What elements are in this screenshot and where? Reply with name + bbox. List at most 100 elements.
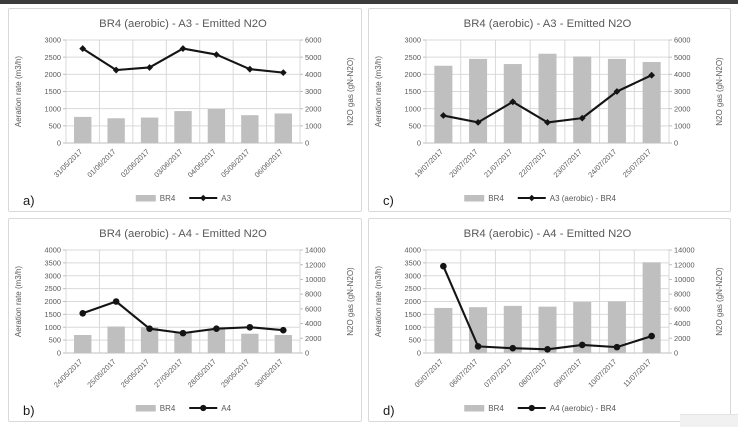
left-axis-tick-label: 2000 (405, 70, 421, 79)
data-point-marker (509, 344, 517, 352)
x-axis-date-label: 31/05/2017 (52, 147, 84, 179)
chart-panel-c: BR4 (aerobic) - A3 - Emitted N2O 0 500 1000… (368, 8, 731, 212)
right-axis-tick-label: 1000 (305, 121, 321, 130)
left-axis-tick-label: 1500 (405, 310, 421, 319)
right-axis-tick-label: 2000 (305, 104, 321, 113)
bar (538, 306, 557, 353)
data-point-marker (474, 119, 482, 126)
bar (469, 58, 488, 144)
bar (434, 307, 453, 353)
right-axis-tick-label: 10000 (305, 275, 326, 284)
bar (642, 262, 661, 353)
legend-marker-icon (528, 194, 535, 202)
left-axis-tick-label: 2500 (405, 284, 421, 293)
left-axis-tick-label: 0 (57, 139, 61, 148)
data-point-marker (279, 69, 287, 77)
legend-bar-swatch (464, 195, 485, 202)
legend-bar-label: BR4 (160, 194, 176, 203)
left-axis-tick-label: 4000 (405, 246, 421, 255)
chart-title: BR4 (aerobic) - A3 - Emitted N2O (99, 18, 267, 30)
data-point-marker (146, 325, 153, 333)
right-axis-tick-label: 6000 (305, 304, 321, 313)
right-axis-tick-label: 4000 (305, 319, 321, 328)
right-axis-tick-label: 8000 (674, 290, 690, 299)
chart-panel-a: BR4 (aerobic) - A3 - Emitted N2O 0 500 1000… (8, 8, 362, 212)
data-point-marker (578, 114, 586, 122)
left-axis-tick-label: 2500 (45, 53, 61, 62)
data-point-marker (613, 88, 621, 95)
right-axis-tick-label: 0 (305, 349, 309, 358)
data-point-marker (439, 112, 447, 119)
charts-grid: BR4 (aerobic) - A3 - Emitted N2O 0 500 1000… (8, 8, 731, 422)
left-axis-tick-label: 1000 (405, 323, 421, 332)
chart-panel-b: BR4 (aerobic) - A4 - Emitted N2O 0 500 1000… (8, 218, 362, 422)
left-axis-tick-label: 1000 (405, 104, 421, 113)
left-axis-tick-label: 3000 (405, 271, 421, 280)
data-point-marker (544, 346, 551, 353)
x-axis-date-label: 27/05/2017 (152, 357, 184, 389)
x-axis-date-label: 30/05/2017 (253, 357, 285, 389)
chart-title: BR4 (aerobic) - A3 - Emitted N2O (464, 18, 632, 30)
right-axis-tick-label: 12000 (305, 260, 326, 269)
x-axis-date-label: 23/07/2017 (551, 147, 583, 179)
bar (241, 115, 259, 143)
x-axis-date-label: 24/07/2017 (586, 147, 618, 179)
bar (607, 58, 626, 144)
bar (503, 305, 522, 353)
right-axis-tick-label: 6000 (305, 36, 321, 45)
left-axis-tick-label: 2500 (405, 53, 421, 62)
bar (207, 329, 226, 353)
right-axis-tick-label: 3000 (305, 87, 321, 96)
right-axis-title: N2O gas (gN-N2O) (715, 267, 724, 336)
data-point-marker (613, 343, 621, 351)
bar (538, 53, 557, 143)
chart-c-canvas: BR4 (aerobic) - A3 - Emitted N2O 0 500 1000… (374, 18, 724, 208)
data-point-marker (440, 262, 447, 270)
x-axis-date-label: 11/07/2017 (621, 357, 653, 389)
left-axis-tick-label: 1500 (45, 87, 61, 96)
legend-line-label: A3 (221, 194, 231, 203)
left-axis-tick-label: 3500 (45, 258, 61, 267)
left-axis-tick-label: 3000 (45, 36, 61, 45)
bar (74, 116, 92, 143)
legend-bar-label: BR4 (488, 194, 504, 203)
bar (107, 118, 125, 143)
x-axis-date-label: 20/07/2017 (447, 147, 479, 179)
legend-bar-label: BR4 (160, 404, 176, 413)
bar (274, 113, 292, 143)
x-axis-date-label: 03/06/2017 (152, 147, 184, 179)
legend-bar-swatch (135, 405, 156, 412)
x-axis-date-label: 19/07/2017 (413, 147, 445, 179)
right-axis-tick-label: 12000 (674, 260, 695, 269)
bar (174, 111, 192, 143)
data-point-marker (179, 329, 187, 337)
chart-a-canvas: BR4 (aerobic) - A3 - Emitted N2O 0 500 1000… (14, 18, 355, 208)
left-axis-tick-label: 2500 (45, 284, 61, 293)
legend-bar-label: BR4 (488, 404, 504, 413)
x-axis-date-label: 26/05/2017 (119, 357, 151, 389)
x-axis-date-label: 04/06/2017 (186, 147, 218, 179)
left-axis-tick-label: 1000 (45, 323, 61, 332)
data-point-marker (79, 45, 87, 52)
data-point-marker (578, 341, 586, 349)
x-axis-date-label: 06/07/2017 (447, 357, 479, 389)
legend-marker-icon (200, 404, 207, 412)
bar (274, 334, 292, 353)
x-axis-date-label: 01/06/2017 (85, 147, 117, 179)
left-axis-tick-label: 500 (49, 121, 61, 130)
left-axis-tick-label: 0 (417, 349, 421, 358)
data-point-marker (213, 51, 220, 58)
page-corner-artifact (680, 414, 738, 427)
bar (469, 307, 488, 353)
legend-bar-swatch (464, 405, 485, 412)
right-axis-tick-label: 6000 (674, 304, 690, 313)
data-point-marker (648, 332, 655, 340)
bar (140, 117, 159, 143)
x-axis-date-label: 25/05/2017 (85, 357, 117, 389)
chart-title: BR4 (aerobic) - A4 - Emitted N2O (99, 228, 267, 240)
right-axis-tick-label: 2000 (674, 334, 690, 343)
panel-letter-label: a) (23, 193, 35, 208)
x-axis-date-label: 24/05/2017 (52, 357, 84, 389)
x-axis-date-label: 05/06/2017 (219, 147, 251, 179)
right-axis-tick-label: 3000 (674, 87, 690, 96)
